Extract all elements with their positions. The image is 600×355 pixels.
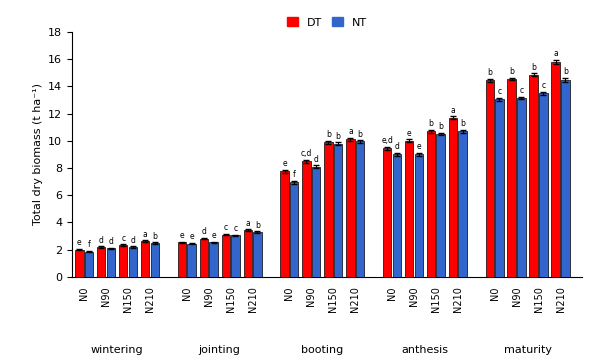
Text: f: f	[293, 170, 296, 179]
Bar	[200, 239, 208, 277]
Bar	[495, 99, 504, 277]
Text: c,d: c,d	[301, 149, 312, 158]
Bar	[244, 230, 252, 277]
Bar	[356, 142, 364, 277]
Bar	[151, 243, 159, 277]
Text: d: d	[314, 155, 319, 164]
Text: anthesis: anthesis	[401, 345, 448, 355]
Bar	[302, 161, 311, 277]
Text: e: e	[189, 232, 194, 241]
Bar	[415, 154, 423, 277]
Bar	[529, 75, 538, 277]
Bar	[334, 143, 343, 277]
Bar	[508, 79, 516, 277]
Text: e: e	[407, 129, 412, 138]
Text: b: b	[428, 119, 434, 128]
Y-axis label: Total dry biomass (t ha⁻¹): Total dry biomass (t ha⁻¹)	[32, 83, 43, 225]
Bar	[280, 171, 289, 277]
Bar	[290, 182, 298, 277]
Text: c: c	[121, 234, 125, 242]
Bar	[107, 248, 115, 277]
Text: a: a	[348, 127, 353, 136]
Text: e: e	[77, 238, 82, 247]
Text: d: d	[130, 236, 135, 245]
Bar	[392, 154, 401, 277]
Bar	[436, 134, 445, 277]
Bar	[97, 247, 106, 277]
Bar	[221, 235, 230, 277]
Text: jointing: jointing	[199, 345, 241, 355]
Bar	[312, 167, 320, 277]
Bar	[119, 245, 127, 277]
Text: wintering: wintering	[91, 345, 143, 355]
Bar	[187, 244, 196, 277]
Bar	[85, 252, 93, 277]
Text: e: e	[211, 231, 216, 240]
Text: c: c	[520, 86, 523, 95]
Text: maturity: maturity	[503, 345, 551, 355]
Text: b: b	[460, 119, 465, 128]
Text: a: a	[451, 106, 455, 115]
Bar	[178, 242, 186, 277]
Text: b: b	[358, 130, 362, 138]
Text: b: b	[487, 68, 492, 77]
Legend: DT, NT: DT, NT	[283, 13, 371, 32]
Bar	[539, 93, 548, 277]
Text: b: b	[532, 63, 536, 72]
Bar	[551, 62, 560, 277]
Bar	[141, 241, 149, 277]
Text: f: f	[88, 240, 90, 250]
Bar	[561, 80, 569, 277]
Text: b: b	[335, 132, 341, 141]
Text: b: b	[255, 221, 260, 230]
Text: e: e	[416, 142, 421, 152]
Text: c: c	[233, 224, 238, 233]
Text: e,d: e,d	[381, 136, 393, 145]
Bar	[128, 247, 137, 277]
Bar	[458, 131, 467, 277]
Text: c: c	[541, 81, 545, 90]
Text: b: b	[563, 67, 568, 76]
Bar	[485, 80, 494, 277]
Text: a: a	[143, 230, 148, 239]
Text: b: b	[326, 130, 331, 139]
Text: a: a	[245, 219, 250, 228]
Text: b: b	[439, 122, 443, 131]
Text: d: d	[109, 237, 113, 246]
Bar	[253, 232, 262, 277]
Text: b: b	[152, 231, 157, 241]
Bar	[449, 118, 457, 277]
Bar	[427, 131, 436, 277]
Text: d: d	[394, 142, 399, 152]
Bar	[324, 142, 333, 277]
Bar	[346, 140, 355, 277]
Text: d: d	[202, 228, 206, 236]
Text: d: d	[99, 236, 104, 245]
Bar	[231, 235, 240, 277]
Bar	[517, 98, 526, 277]
Bar	[75, 250, 83, 277]
Bar	[383, 148, 391, 277]
Bar	[405, 141, 413, 277]
Bar	[209, 242, 218, 277]
Text: e: e	[179, 231, 184, 240]
Text: c: c	[224, 223, 228, 233]
Text: booting: booting	[301, 345, 343, 355]
Text: e: e	[282, 159, 287, 168]
Text: a: a	[553, 49, 558, 58]
Text: b: b	[509, 67, 514, 76]
Text: c: c	[497, 87, 502, 96]
